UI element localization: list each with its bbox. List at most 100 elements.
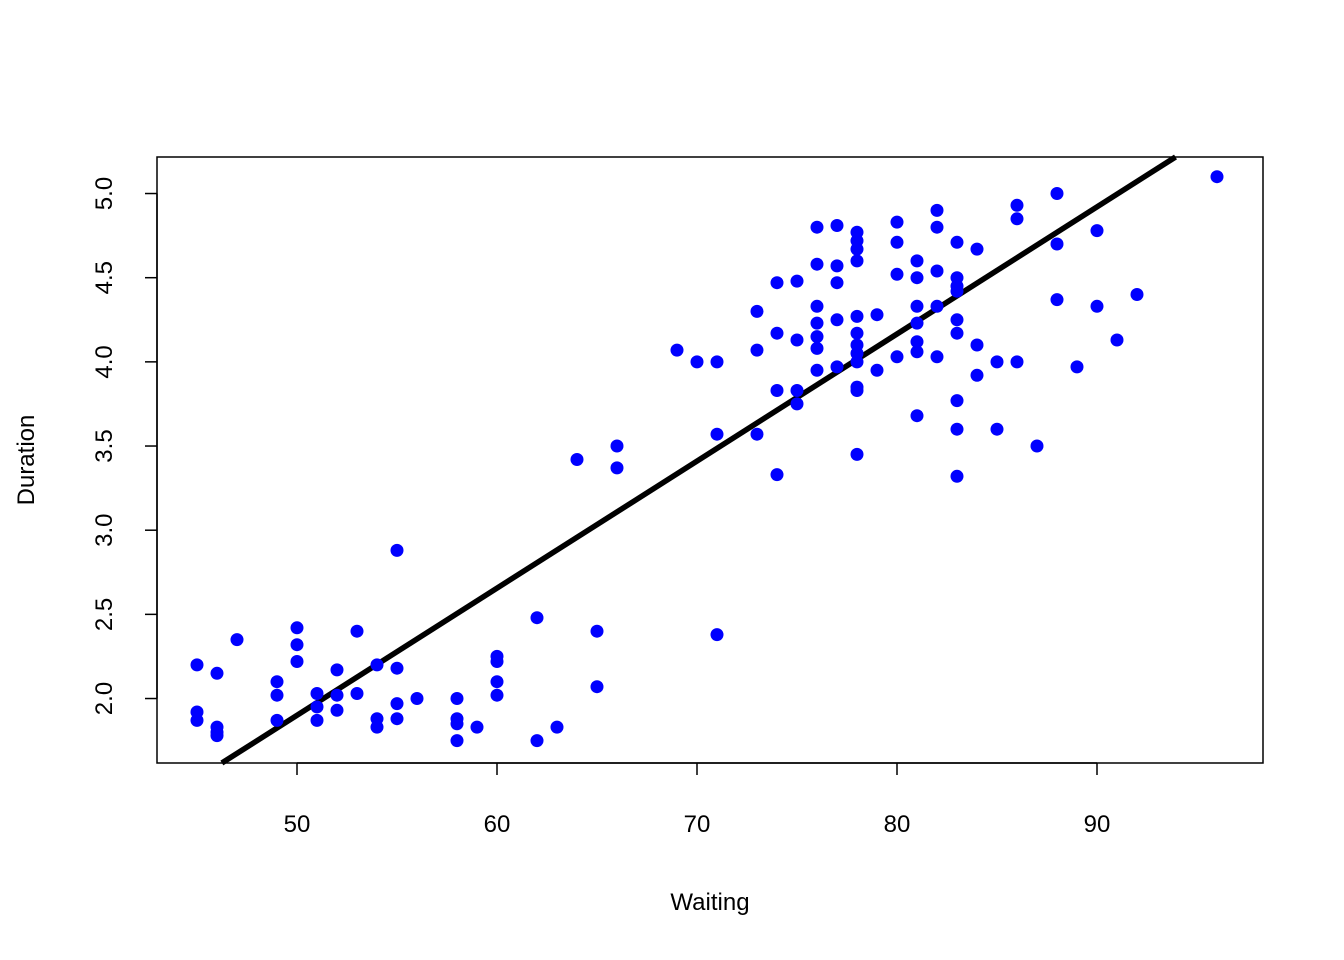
data-point-101 [930,220,944,234]
data-point-123 [1050,187,1064,200]
y-tick-label-2: 3.0 [91,514,118,547]
data-point-12 [290,638,304,652]
data-point-10 [270,713,284,727]
data-point-111 [950,394,964,408]
data-point-79 [850,309,864,323]
data-point-21 [350,687,364,700]
data-point-24 [370,720,384,734]
data-point-56 [770,326,784,340]
data-point-110 [950,326,964,340]
data-point-37 [490,675,504,689]
data-point-113 [950,469,964,483]
y-tick-label-3: 3.5 [91,429,118,462]
data-point-80 [850,326,864,340]
data-point-72 [830,276,844,290]
data-point-47 [670,343,684,357]
data-point-90 [890,235,904,249]
data-point-83 [850,355,864,369]
data-point-63 [810,220,824,234]
data-point-124 [1050,237,1064,251]
data-point-60 [790,333,804,347]
data-point-27 [390,697,404,711]
data-point-29 [410,692,424,705]
data-point-62 [790,397,804,411]
data-point-122 [1030,439,1044,453]
data-point-99 [910,409,924,423]
data-point-64 [810,257,824,271]
data-point-117 [990,355,1004,369]
data-point-74 [830,360,844,374]
data-point-114 [970,242,984,256]
data-point-109 [950,313,964,327]
data-point-3 [210,666,224,680]
data-point-2 [190,713,204,727]
data-point-46 [610,461,624,475]
data-point-41 [550,720,564,734]
data-point-89 [890,215,904,229]
data-point-102 [930,264,944,278]
x-axis: 50 60 70 80 90 [284,762,1111,838]
data-point-16 [310,713,324,727]
data-point-26 [390,661,404,675]
x-tick-label-0: 50 [284,811,311,838]
data-point-87 [870,308,884,322]
data-point-66 [810,316,824,330]
data-point-71 [830,259,844,273]
data-point-43 [590,624,604,638]
data-point-100 [930,203,944,217]
data-point-59 [790,274,804,288]
data-point-108 [950,284,964,298]
data-point-32 [450,717,464,731]
data-point-58 [770,468,784,482]
data-point-118 [990,422,1004,436]
data-point-0 [190,658,204,672]
y-tick-label-5: 4.5 [91,261,118,294]
x-tick-label-3: 80 [884,811,911,838]
fit-line-layer [220,154,1177,766]
y-tick-label-6: 5.0 [91,177,118,210]
data-point-129 [1110,333,1124,347]
data-point-131 [1210,170,1224,184]
x-tick-label-4: 90 [1084,811,1111,838]
data-point-17 [330,663,344,677]
data-point-18 [330,688,344,702]
data-point-120 [1010,212,1024,226]
y-axis: 2.0 2.5 3.0 3.5 4.0 4.5 5.0 [91,177,158,715]
data-point-97 [910,335,924,349]
x-tick-label-2: 70 [684,811,711,838]
data-point-20 [350,624,364,638]
data-point-42 [570,453,584,466]
plot-area-border [156,156,1264,764]
data-point-91 [890,267,904,281]
data-point-45 [610,439,624,453]
data-point-104 [930,350,944,364]
data-point-65 [810,299,824,313]
data-point-69 [810,363,824,377]
x-axis-label: Waiting [670,889,749,916]
data-point-8 [270,675,284,689]
data-point-49 [710,355,724,369]
data-point-50 [710,427,724,441]
data-point-30 [450,692,464,705]
data-point-93 [910,254,924,268]
data-point-105 [950,235,964,249]
data-point-36 [490,655,504,668]
data-point-52 [750,304,764,318]
x-tick-label-1: 60 [484,811,511,838]
data-point-116 [970,368,984,382]
data-point-96 [910,316,924,330]
data-point-119 [1010,198,1024,212]
data-point-70 [830,219,844,232]
data-point-38 [490,688,504,702]
data-point-33 [450,734,464,748]
data-point-57 [770,384,784,397]
data-point-9 [270,688,284,702]
data-point-34 [470,720,484,734]
data-point-7 [230,633,244,647]
data-point-44 [590,680,604,694]
y-tick-label-4: 4.0 [91,345,118,378]
data-point-86 [850,447,864,461]
data-point-19 [330,703,344,717]
data-point-11 [290,621,304,635]
